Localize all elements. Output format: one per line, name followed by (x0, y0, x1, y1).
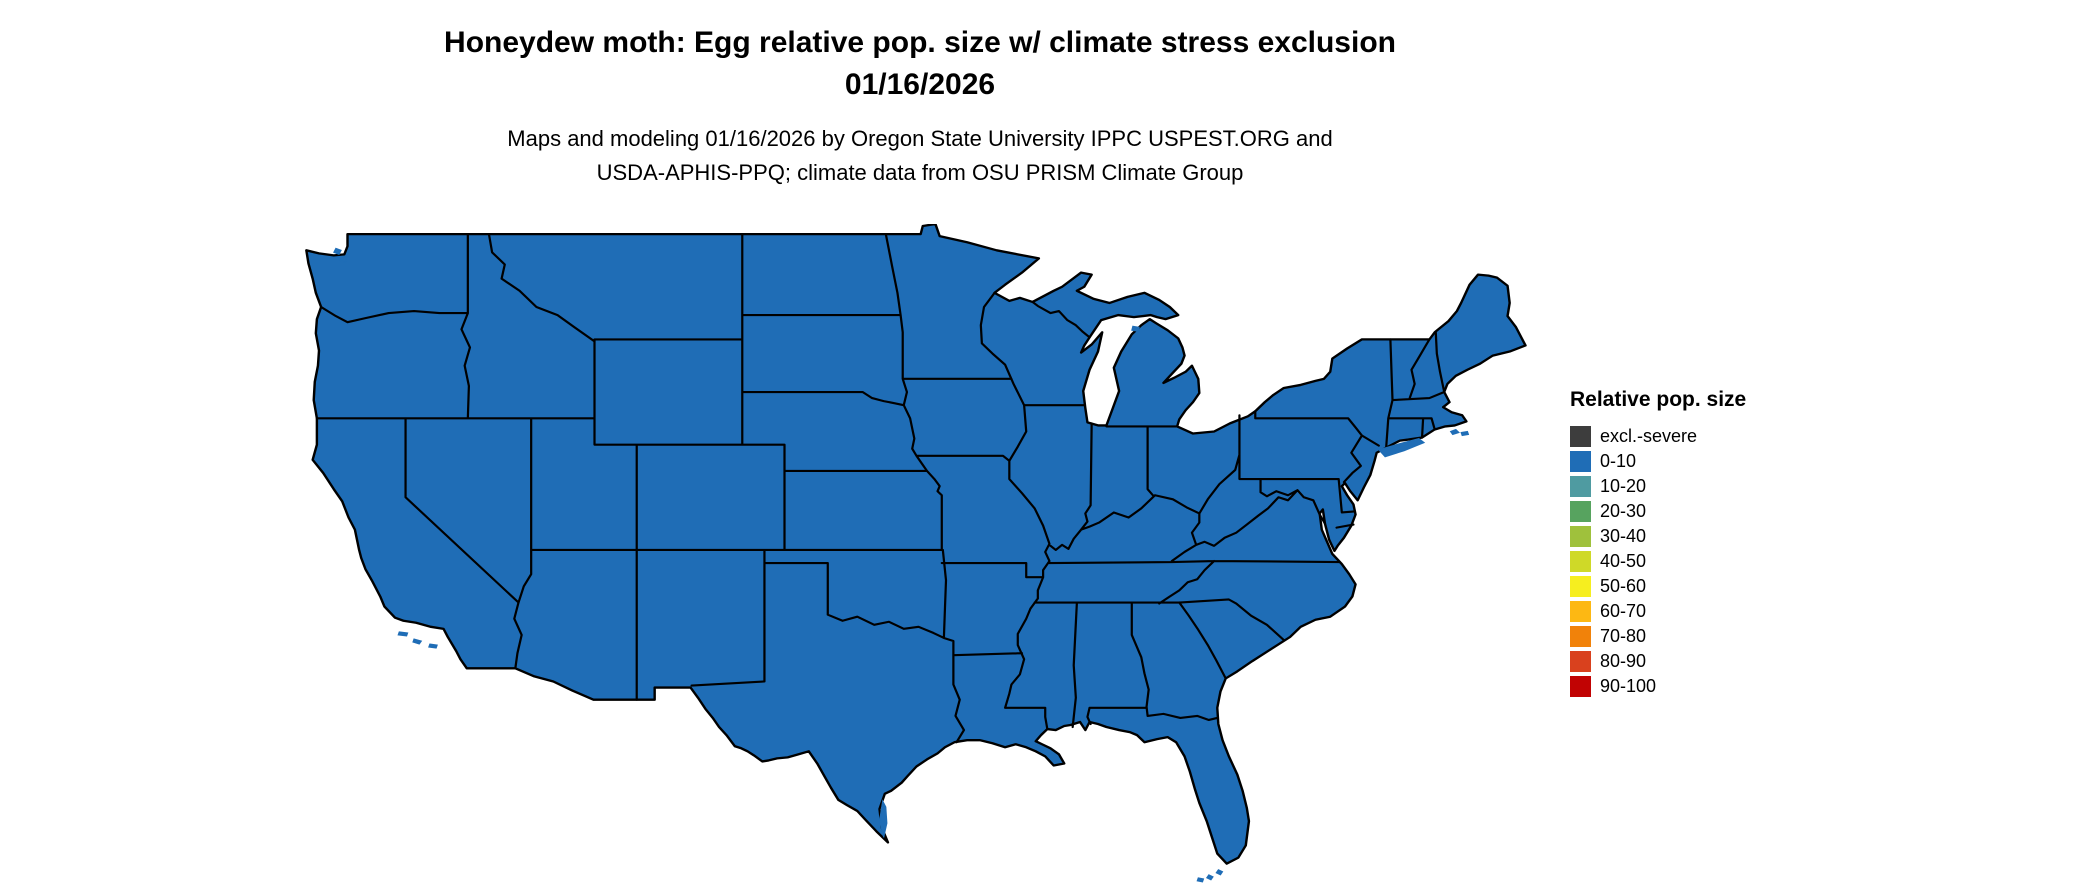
legend-title: Relative pop. size (1570, 388, 1747, 411)
legend-item-label: 60-70 (1600, 601, 1647, 621)
legend-items: excl.-severe 0-10 10-20 20-30 30-40 40-50 50-6… (1570, 424, 1850, 699)
page-title: Honeydew moth: Egg relative pop. size w/… (444, 22, 1396, 106)
legend-swatch (1570, 501, 1591, 522)
legend-swatch (1570, 651, 1591, 672)
legend-item: 70-80 (1570, 624, 1850, 649)
legend-item-label: 90-100 (1600, 676, 1657, 696)
us-landmass (305, 224, 1527, 865)
legend-item-label: 10-20 (1600, 476, 1647, 496)
legend-item-label: 70-80 (1600, 626, 1647, 646)
legend-item: 40-50 (1570, 549, 1850, 574)
legend-item: 0-10 (1570, 449, 1850, 474)
legend-swatch (1570, 426, 1591, 447)
legend-swatch (1570, 451, 1591, 472)
legend-swatch (1570, 526, 1591, 547)
legend-item: excl.-severe (1570, 424, 1850, 449)
subtitle-line-1: Maps and modeling 01/16/2026 by Oregon S… (507, 126, 1333, 151)
legend-item-label: 20-30 (1600, 501, 1647, 521)
legend-item: 50-60 (1570, 574, 1850, 599)
subtitle: Maps and modeling 01/16/2026 by Oregon S… (507, 122, 1332, 190)
subtitle-line-2: USDA-APHIS-PPQ; climate data from OSU PR… (596, 160, 1244, 185)
legend-swatch (1570, 551, 1591, 572)
legend-swatch (1570, 626, 1591, 647)
legend-item: 20-30 (1570, 499, 1850, 524)
legend-item: 90-100 (1570, 674, 1850, 699)
legend-item-label: 30-40 (1600, 526, 1647, 546)
legend-item: 10-20 (1570, 474, 1850, 499)
coastal-islands (333, 247, 1470, 883)
legend-item-label: 0-10 (1600, 451, 1637, 471)
legend-item-label: 40-50 (1600, 551, 1647, 571)
state-borders (315, 233, 1446, 744)
legend-item-label: excl.-severe (1600, 426, 1698, 446)
title-line-1: Honeydew moth: Egg relative pop. size w/… (444, 26, 1396, 59)
us-map (305, 224, 1527, 883)
legend: Relative pop. size excl.-severe 0-10 10-20… (1570, 388, 1850, 699)
legend-swatch (1570, 601, 1591, 622)
legend-item: 30-40 (1570, 524, 1850, 549)
legend-item: 80-90 (1570, 649, 1850, 674)
title-line-2: 01/16/2026 (844, 68, 996, 101)
legend-swatch (1570, 476, 1591, 497)
legend-item-label: 50-60 (1600, 576, 1647, 596)
legend-swatch (1570, 576, 1591, 597)
legend-item-label: 80-90 (1600, 651, 1647, 671)
legend-item: 60-70 (1570, 599, 1850, 624)
legend-swatch (1570, 676, 1591, 697)
